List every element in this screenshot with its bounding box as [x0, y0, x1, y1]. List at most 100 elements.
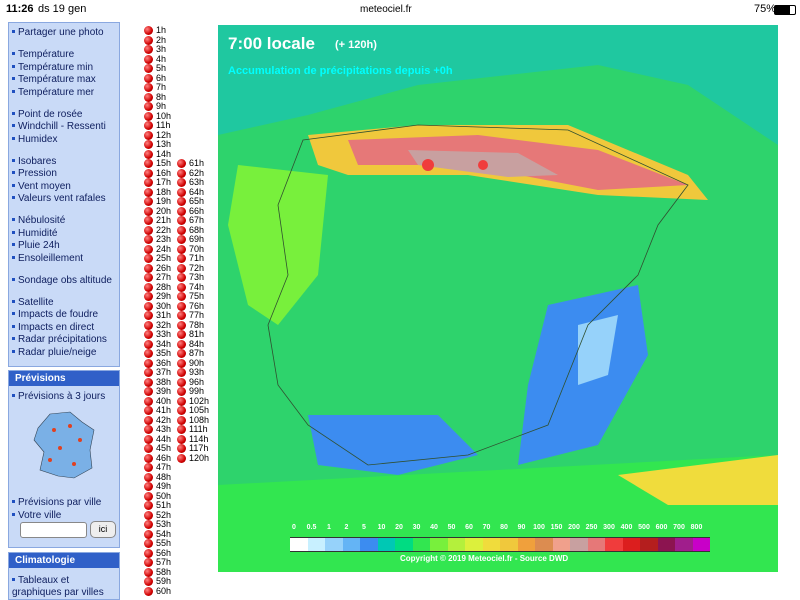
hour-label[interactable]: 61h: [189, 158, 205, 168]
hour-marker[interactable]: [177, 396, 186, 406]
hour-label[interactable]: 66h: [189, 205, 205, 216]
hour-label[interactable]: 111h: [189, 424, 208, 434]
hour-label[interactable]: 49h: [156, 481, 172, 491]
hour-marker[interactable]: [177, 235, 186, 244]
hour-marker[interactable]: [144, 140, 153, 149]
hour-label[interactable]: 75h: [189, 291, 205, 301]
hour-label[interactable]: 96h: [189, 376, 205, 387]
hour-label[interactable]: 21h: [156, 215, 172, 225]
hour-label[interactable]: 55h: [156, 538, 172, 548]
hour-label[interactable]: 13h: [156, 139, 172, 149]
menu-item[interactable]: Prévisions à 3 jours: [12, 391, 105, 402]
hour-marker[interactable]: [177, 197, 186, 206]
hour-marker[interactable]: [144, 339, 153, 349]
hour-marker[interactable]: [144, 102, 153, 111]
hour-label[interactable]: 9h: [156, 101, 167, 111]
hour-marker[interactable]: [177, 330, 186, 339]
hour-label[interactable]: 1h: [156, 25, 167, 35]
hour-marker[interactable]: [144, 434, 153, 444]
hour-marker[interactable]: [177, 406, 186, 415]
menu-item[interactable]: Impacts en direct: [12, 322, 94, 333]
hour-marker[interactable]: [144, 92, 153, 102]
hour-marker[interactable]: [144, 577, 153, 586]
hour-label[interactable]: 90h: [189, 357, 205, 368]
hour-label[interactable]: 50h: [156, 490, 172, 501]
hour-label[interactable]: 10h: [156, 110, 172, 121]
hour-label[interactable]: 73h: [189, 272, 205, 282]
hour-marker[interactable]: [177, 244, 186, 254]
hour-label[interactable]: 63h: [189, 177, 205, 187]
hour-marker[interactable]: [144, 453, 153, 463]
hour-marker[interactable]: [144, 178, 153, 187]
hour-label[interactable]: 4h: [156, 53, 167, 64]
hour-marker[interactable]: [144, 501, 153, 510]
hour-label[interactable]: 45h: [156, 443, 172, 453]
hour-marker[interactable]: [144, 273, 153, 282]
hour-marker[interactable]: [177, 206, 186, 216]
hour-label[interactable]: 2h: [156, 34, 167, 45]
hour-marker[interactable]: [144, 26, 153, 35]
menu-item[interactable]: Votre ville: [12, 510, 61, 521]
hour-label[interactable]: 18h: [156, 186, 172, 197]
hour-label[interactable]: 46h: [156, 452, 172, 463]
hour-label[interactable]: 22h: [156, 224, 172, 235]
hour-marker[interactable]: [177, 368, 186, 377]
hour-marker[interactable]: [144, 349, 153, 358]
hour-marker[interactable]: [144, 83, 153, 92]
menu-item[interactable]: Température max: [12, 74, 96, 85]
hour-marker[interactable]: [144, 330, 153, 339]
hour-marker[interactable]: [177, 453, 186, 463]
hour-marker[interactable]: [144, 301, 153, 311]
menu-item[interactable]: Sondage obs altitude: [12, 275, 112, 286]
menu-item[interactable]: Pluie 24h: [12, 240, 60, 251]
hour-label[interactable]: 93h: [189, 367, 205, 377]
hour-marker[interactable]: [177, 159, 186, 168]
menu-item[interactable]: Humidex: [12, 134, 57, 145]
hour-marker[interactable]: [177, 216, 186, 225]
hour-label[interactable]: 64h: [189, 186, 205, 197]
hour-marker[interactable]: [144, 444, 153, 453]
hour-label[interactable]: 58h: [156, 566, 172, 577]
hour-label[interactable]: 32h: [156, 319, 172, 330]
hour-marker[interactable]: [144, 254, 153, 263]
hour-marker[interactable]: [144, 292, 153, 301]
menu-item[interactable]: Radar pluie/neige: [12, 347, 96, 358]
menu-item[interactable]: Température: [12, 49, 74, 60]
hour-marker[interactable]: [144, 463, 153, 472]
hour-marker[interactable]: [144, 168, 153, 178]
menu-item[interactable]: Température min: [12, 62, 93, 73]
hour-label[interactable]: 11h: [156, 120, 171, 130]
hour-label[interactable]: 5h: [156, 63, 167, 73]
hour-label[interactable]: 117h: [189, 443, 209, 453]
hour-label[interactable]: 74h: [189, 281, 205, 292]
hour-marker[interactable]: [144, 320, 153, 330]
hour-label[interactable]: 56h: [156, 547, 172, 558]
hour-marker[interactable]: [177, 178, 186, 187]
hour-label[interactable]: 12h: [156, 129, 172, 140]
hour-label[interactable]: 77h: [189, 310, 205, 320]
hour-marker[interactable]: [177, 444, 186, 453]
hour-label[interactable]: 34h: [156, 338, 172, 349]
hour-marker[interactable]: [144, 406, 153, 415]
hour-marker[interactable]: [144, 586, 153, 596]
hour-marker[interactable]: [144, 491, 153, 501]
menu-item[interactable]: Nébulosité: [12, 215, 65, 226]
france-map-thumbnail[interactable]: [30, 410, 98, 482]
hour-marker[interactable]: [177, 349, 186, 358]
hour-label[interactable]: 52h: [156, 509, 172, 520]
hour-marker[interactable]: [144, 539, 153, 548]
hour-label[interactable]: 84h: [189, 338, 205, 349]
hour-marker[interactable]: [144, 197, 153, 206]
hour-marker[interactable]: [144, 396, 153, 406]
hour-marker[interactable]: [144, 225, 153, 235]
hour-label[interactable]: 24h: [156, 243, 172, 254]
hour-label[interactable]: 65h: [189, 196, 205, 206]
hour-marker[interactable]: [144, 425, 153, 434]
hour-label[interactable]: 53h: [156, 519, 172, 529]
hour-marker[interactable]: [144, 548, 153, 558]
hour-label[interactable]: 44h: [156, 433, 172, 444]
hour-label[interactable]: 54h: [156, 528, 172, 539]
hour-marker[interactable]: [144, 111, 153, 121]
hour-label[interactable]: 16h: [156, 167, 172, 178]
hour-label[interactable]: 41h: [156, 405, 172, 415]
